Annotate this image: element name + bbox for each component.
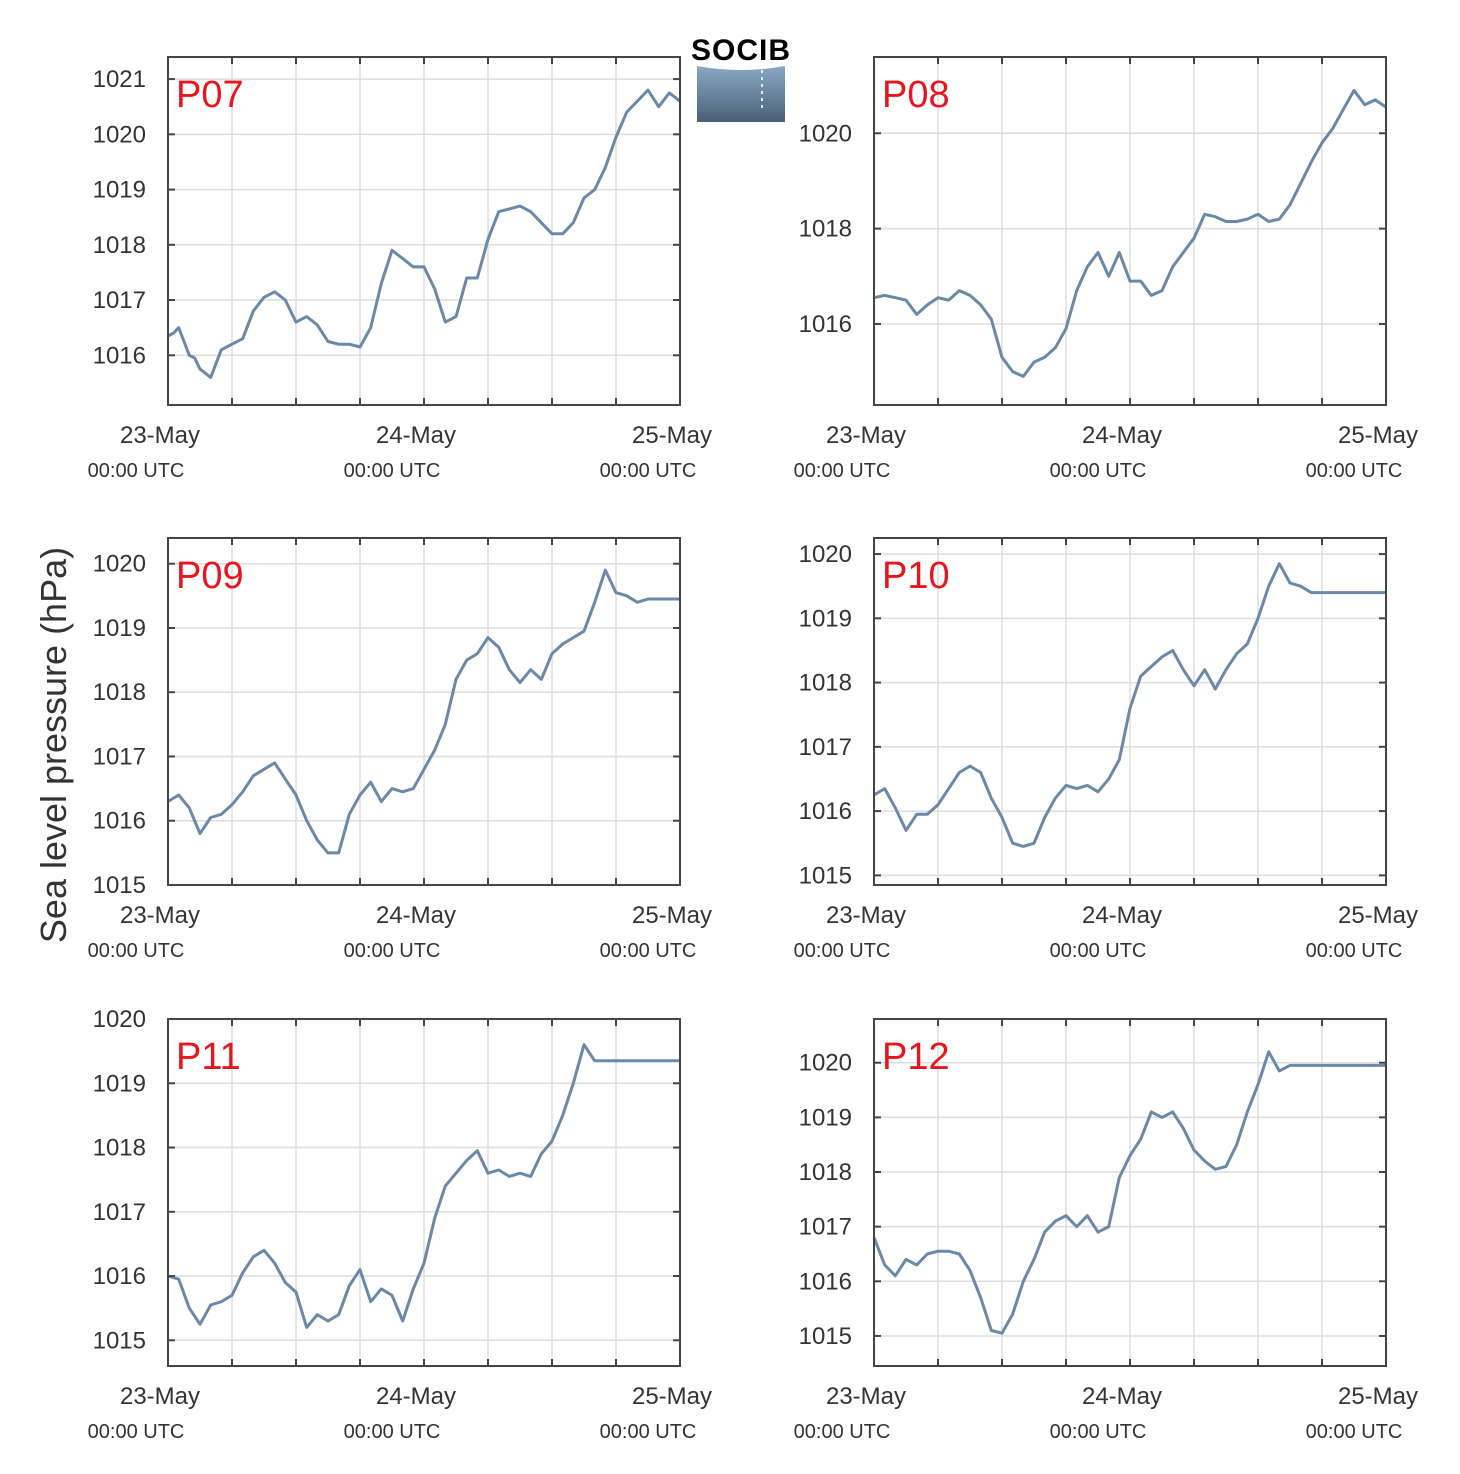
y-tick-label: 1019 <box>799 605 852 632</box>
x-tick-label-date: 24-May <box>376 902 456 929</box>
y-tick-label: 1017 <box>93 287 146 314</box>
y-tick-label: 1019 <box>93 1070 146 1097</box>
y-tick-label: 1015 <box>799 1323 852 1350</box>
pressure-series-line <box>872 1050 1386 1335</box>
panel-p09: 1015 1016 1017 1018 1019 1020 23-May 00:00 UTC 2… <box>88 537 712 962</box>
x-tick-label-time: 00:00 UTC <box>88 1421 185 1443</box>
x-tick-label-date: 24-May <box>376 1383 456 1410</box>
x-tick-label-time: 00:00 UTC <box>600 1421 697 1443</box>
logo-text: SOCIB <box>691 34 791 67</box>
x-tick-label-time: 00:00 UTC <box>794 940 891 962</box>
y-tick-label: 1016 <box>93 1263 146 1290</box>
y-tick-label: 1017 <box>93 743 146 770</box>
panel-label: P07 <box>176 74 244 116</box>
panel-p11: 1015 1016 1017 1018 1019 1020 23-May 00:00 UTC 2… <box>88 1006 712 1443</box>
x-tick-label-time: 00:00 UTC <box>88 940 185 962</box>
x-tick-label-time: 00:00 UTC <box>1050 460 1147 482</box>
pressure-series-line <box>167 88 681 379</box>
panel-p12: 1015 1016 1017 1018 1019 1020 23-May 00:00 UTC 2… <box>794 1018 1418 1443</box>
panel-label: P08 <box>882 74 950 116</box>
y-tick-label: 1020 <box>93 551 146 578</box>
y-axis-label: Sea level pressure (hPa) <box>33 547 74 943</box>
x-tick-label-time: 00:00 UTC <box>794 460 891 482</box>
y-tick-label: 1015 <box>93 1327 146 1354</box>
y-tick-label: 1018 <box>93 1135 146 1162</box>
y-tick-label: 1016 <box>799 1268 852 1295</box>
x-tick-label-time: 00:00 UTC <box>88 460 185 482</box>
y-tick-label: 1016 <box>799 798 852 825</box>
x-tick-label-date: 25-May <box>632 902 712 929</box>
panel-p07: 1016 1017 1018 1019 1020 1021 23-May 00:00 UTC 2… <box>88 56 712 482</box>
y-tick-label: 1020 <box>93 1006 146 1033</box>
x-tick-label-date: 25-May <box>632 1383 712 1410</box>
x-tick-label-date: 23-May <box>826 1383 906 1410</box>
panel-label: P10 <box>882 555 950 597</box>
x-tick-label-date: 23-May <box>826 422 906 449</box>
x-tick-label-time: 00:00 UTC <box>600 940 697 962</box>
y-tick-label: 1019 <box>93 615 146 642</box>
y-tick-label: 1018 <box>799 1159 852 1186</box>
x-tick-label-date: 23-May <box>826 902 906 929</box>
y-tick-label: 1018 <box>93 232 146 259</box>
y-tick-label: 1016 <box>799 311 852 338</box>
x-tick-label-time: 00:00 UTC <box>1050 1421 1147 1443</box>
panel-p10: 1015 1016 1017 1018 1019 1020 23-May 00:00 UTC 2… <box>794 537 1418 962</box>
y-tick-label: 1020 <box>799 541 852 568</box>
y-tick-label: 1017 <box>799 734 852 761</box>
y-tick-label: 1017 <box>799 1214 852 1241</box>
y-tick-label: 1018 <box>799 670 852 697</box>
x-tick-label-date: 24-May <box>1082 422 1162 449</box>
y-tick-label: 1017 <box>93 1199 146 1226</box>
pressure-series-line <box>873 562 1386 848</box>
x-tick-label-date: 25-May <box>1338 902 1418 929</box>
x-tick-label-date: 24-May <box>1082 1383 1162 1410</box>
x-tick-label-time: 00:00 UTC <box>1306 940 1403 962</box>
y-tick-label: 1020 <box>799 120 852 147</box>
x-tick-label-time: 00:00 UTC <box>344 940 441 962</box>
y-tick-label: 1019 <box>799 1104 852 1131</box>
pressure-series-line <box>167 1043 680 1329</box>
socib-logo: SOCIB <box>691 34 791 122</box>
x-tick-label-time: 00:00 UTC <box>1306 1421 1403 1443</box>
y-tick-label: 1018 <box>93 679 146 706</box>
y-tick-label: 1019 <box>93 177 146 204</box>
x-tick-label-date: 24-May <box>1082 902 1162 929</box>
y-tick-label: 1020 <box>799 1050 852 1077</box>
panel-p08: 1016 1018 1020 23-May 00:00 UTC 24-May 00:00 U… <box>794 56 1418 482</box>
y-tick-label: 1016 <box>93 808 146 835</box>
panel-label: P11 <box>176 1036 241 1078</box>
x-tick-label-date: 24-May <box>376 422 456 449</box>
x-tick-label-time: 00:00 UTC <box>1306 460 1403 482</box>
y-tick-label: 1015 <box>799 862 852 889</box>
x-tick-label-time: 00:00 UTC <box>344 460 441 482</box>
panel-label: P09 <box>176 555 244 597</box>
x-tick-label-date: 23-May <box>120 1383 200 1410</box>
y-tick-label: 1018 <box>799 216 852 243</box>
x-tick-label-time: 00:00 UTC <box>600 460 697 482</box>
pressure-series-line <box>873 88 1387 378</box>
x-tick-label-time: 00:00 UTC <box>1050 940 1147 962</box>
x-tick-label-date: 23-May <box>120 902 200 929</box>
y-tick-label: 1015 <box>93 872 146 899</box>
x-tick-label-date: 25-May <box>1338 1383 1418 1410</box>
x-tick-label-time: 00:00 UTC <box>344 1421 441 1443</box>
y-tick-label: 1020 <box>93 121 146 148</box>
x-tick-label-time: 00:00 UTC <box>794 1421 891 1443</box>
pressure-series-line <box>167 568 680 855</box>
x-tick-label-date: 23-May <box>120 422 200 449</box>
y-tick-label: 1021 <box>93 66 146 93</box>
y-tick-label: 1016 <box>93 342 146 369</box>
panel-label: P12 <box>882 1036 950 1078</box>
x-tick-label-date: 25-May <box>1338 422 1418 449</box>
x-tick-label-date: 25-May <box>632 422 712 449</box>
logo-block <box>697 66 785 122</box>
